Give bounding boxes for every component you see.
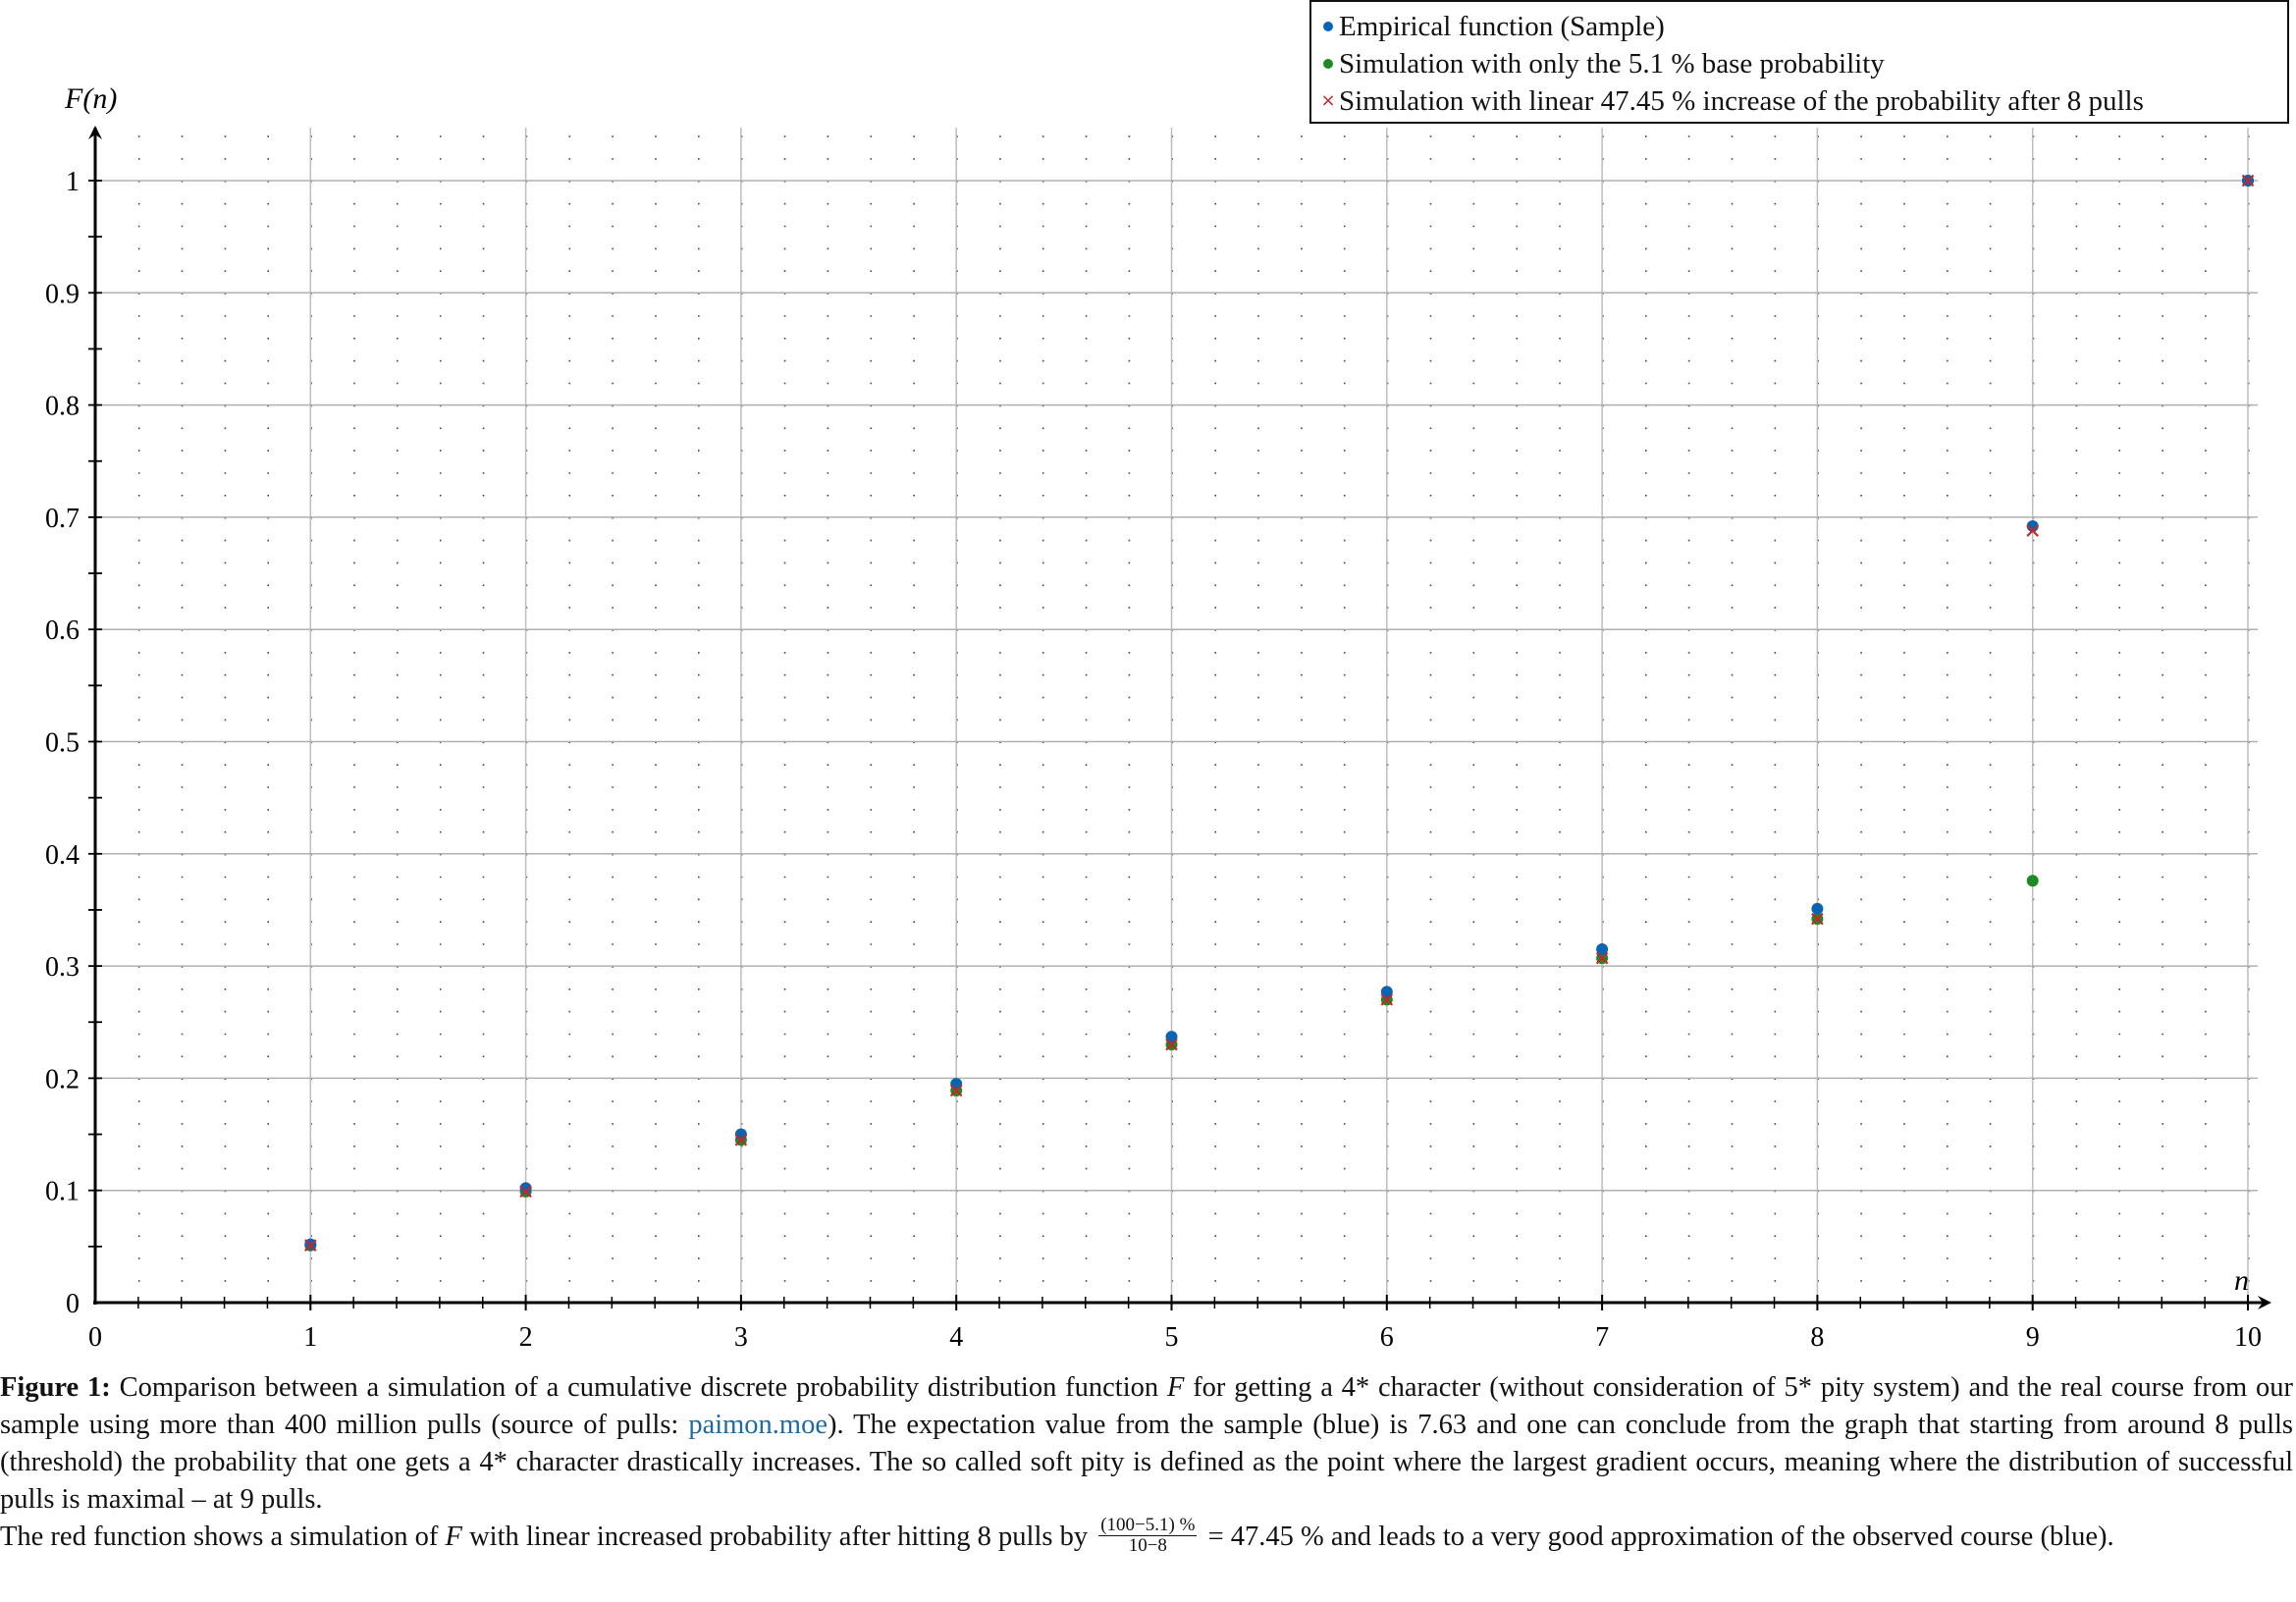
legend-item-linear-increase: × Simulation with linear 47.45 % increas… <box>1319 82 2287 120</box>
figure-caption: Figure 1: Comparison between a simulatio… <box>0 1369 2293 1559</box>
legend-item-empirical: Empirical function (Sample) <box>1319 8 2287 45</box>
y-tick-label: 0.3 <box>45 952 80 983</box>
x-tick-label: 7 <box>1595 1322 1609 1353</box>
chart: 0 1 2 3 4 5 6 7 8 9 10 0 0.1 0.2 0.3 0.4 0.5 0.6 0.7 0.8 0.9… <box>45 82 2271 1353</box>
y-axis-label: F(n) <box>64 82 117 115</box>
x-tick-label: 6 <box>1380 1322 1394 1353</box>
data-point-cross <box>519 1185 532 1199</box>
data-point-cross <box>1165 1038 1178 1051</box>
data-point-cross <box>304 1239 317 1252</box>
x-tick-label: 8 <box>1810 1322 1824 1353</box>
ticks: 0 1 2 3 4 5 6 7 8 9 10 0 0.1 0.2 0.3 0.4 0.5 0.6 0.7 0.8 0.9… <box>45 167 2262 1353</box>
x-tick-label: 1 <box>303 1322 317 1353</box>
caption-text: The red function shows a simulation of <box>0 1522 446 1553</box>
caption-text: ). The expectation value from the sample… <box>0 1410 2293 1515</box>
legend-label: Simulation with linear 47.45 % increase … <box>1339 84 2144 117</box>
data-point <box>1811 902 1824 915</box>
data-point-cross <box>949 1084 963 1097</box>
data-points <box>304 174 2255 1252</box>
x-axis-label: n <box>2234 1264 2249 1297</box>
major-grid <box>95 128 2258 1303</box>
legend-item-base-probability: Simulation with only the 5.1 % base prob… <box>1319 45 2287 82</box>
green-dot-icon <box>1323 59 1333 69</box>
data-point <box>2026 875 2039 887</box>
data-point <box>1596 942 1609 955</box>
y-tick-label: 0.2 <box>45 1064 80 1095</box>
red-cross-icon: × <box>1320 90 1336 111</box>
minor-grid <box>137 135 2250 1282</box>
x-tick-label: 3 <box>734 1322 748 1353</box>
x-tick-label: 5 <box>1165 1322 1179 1353</box>
x-tick-label: 2 <box>519 1322 533 1353</box>
caption-text: for getting a 4* character (without cons… <box>0 1372 2294 1440</box>
caption-text: = 47.45 % and leads to a very good appro… <box>1201 1522 2114 1553</box>
figure-label: Figure 1: <box>0 1372 111 1403</box>
fraction: (100−5.1) % 10−8 <box>1098 1515 1198 1556</box>
blue-dot-icon <box>1323 22 1333 31</box>
x-tick-label: 10 <box>2234 1322 2262 1353</box>
data-point <box>1165 1031 1178 1043</box>
fraction-numerator: (100−5.1) % <box>1098 1515 1198 1536</box>
fraction-denominator: 10−8 <box>1128 1535 1167 1556</box>
axes <box>88 126 2271 1309</box>
y-tick-label: 0 <box>66 1289 80 1319</box>
y-tick-label: 0.7 <box>45 504 80 534</box>
y-tick-label: 0.8 <box>45 392 80 422</box>
legend: Empirical function (Sample) Simulation w… <box>1309 0 2289 124</box>
y-tick-label: 0.1 <box>45 1177 80 1207</box>
caption-text: with linear increased probability after … <box>461 1522 1095 1553</box>
data-point-cross <box>1380 993 1394 1006</box>
caption-text: Comparison between a simulation of a cum… <box>110 1372 1167 1403</box>
data-point-cross <box>2241 174 2255 187</box>
legend-label: Simulation with only the 5.1 % base prob… <box>1339 47 1885 80</box>
y-tick-label: 0.6 <box>45 615 80 646</box>
legend-label: Empirical function (Sample) <box>1339 10 1665 42</box>
y-tick-label: 1 <box>66 167 80 197</box>
caption-math: F <box>445 1522 462 1553</box>
paimon-moe-link[interactable]: paimon.moe <box>688 1410 828 1440</box>
x-tick-label: 4 <box>949 1322 963 1353</box>
data-point <box>1380 986 1393 998</box>
data-point <box>519 1182 532 1195</box>
x-tick-label: 9 <box>2026 1322 2040 1353</box>
data-point-cross <box>1811 912 1824 926</box>
data-point-cross <box>734 1133 748 1147</box>
x-tick-label: 0 <box>88 1322 102 1353</box>
data-point-cross <box>2026 524 2039 537</box>
y-tick-label: 0.5 <box>45 728 80 759</box>
y-tick-label: 0.4 <box>45 840 80 871</box>
caption-math: F <box>1166 1372 1185 1403</box>
y-tick-label: 0.9 <box>45 279 80 309</box>
data-point-cross <box>1595 951 1609 965</box>
